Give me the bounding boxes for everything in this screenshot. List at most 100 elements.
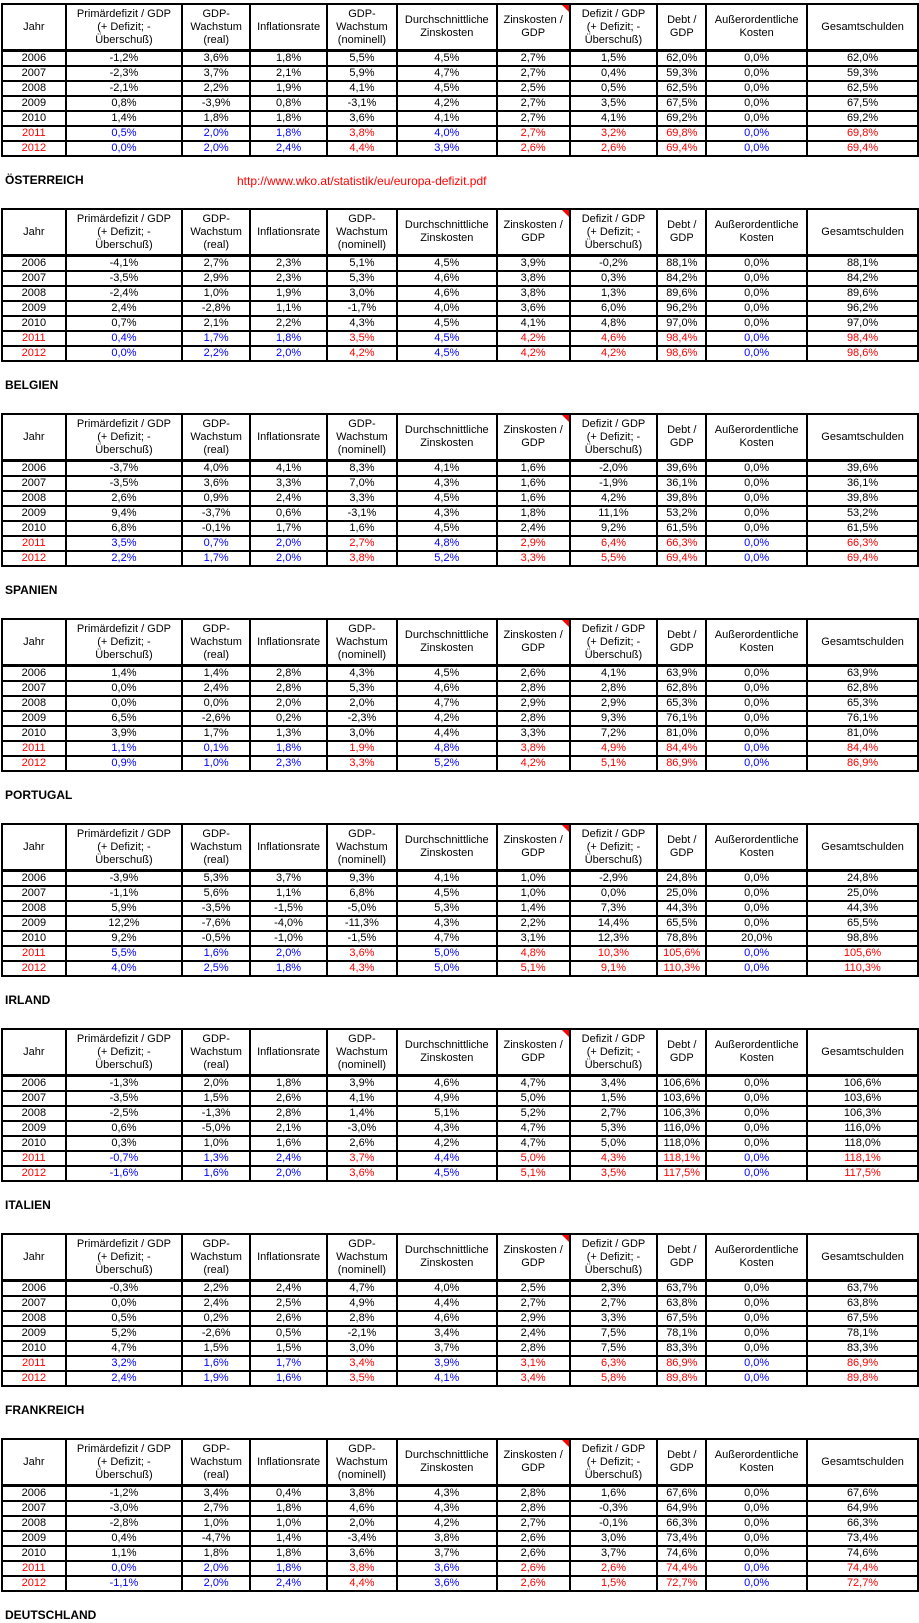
column-header-label: Jahr xyxy=(23,840,45,853)
value-cell-ausserordentliche-kosten: 0,0% xyxy=(705,1165,809,1182)
value-cell-zinskosten-gdp: 4,7% xyxy=(495,1120,571,1137)
source-url-link[interactable]: http://www.wko.at/statistik/eu/europa-de… xyxy=(237,174,487,188)
column-header-label: GDP- Wachstum (real) xyxy=(190,827,242,866)
value-cell-ausserordentliche-kosten: 0,0% xyxy=(705,1325,809,1342)
value-cell-gdp-wachstum-real: 0,9% xyxy=(181,490,252,507)
table-caption: IRLAND xyxy=(0,993,919,1008)
column-header-gesamtschulden: Gesamtschulden xyxy=(806,823,919,872)
column-header-label: GDP- Wachstum (nominell) xyxy=(336,1032,388,1071)
column-header-label: Primärdefizit / GDP (+ Defizit; - Übersc… xyxy=(76,1032,172,1071)
column-header-label: GDP- Wachstum (real) xyxy=(190,1032,242,1071)
column-header-label: Außerordentliche Kosten xyxy=(714,1039,799,1064)
column-header-defizit-gdp: Defizit / GDP (+ Defizit; - Überschuß) xyxy=(568,823,659,872)
value-cell-durchschnittliche-zinskosten: 4,6% xyxy=(395,1310,498,1327)
year-cell: 2009 xyxy=(1,710,67,727)
column-header-label: Primärdefizit / GDP (+ Defizit; - Übersc… xyxy=(76,212,172,251)
value-cell-durchschnittliche-zinskosten: 3,6% xyxy=(395,1575,498,1592)
comment-indicator-icon xyxy=(561,210,568,217)
table-row-2010: 2010 9,2% -0,5% -1,0% -1,5% 4,7% 3,1% 12,3% 78,8… xyxy=(1,930,919,947)
table-row-2009: 2009 0,4% -4,7% 1,4% -3,4% 3,8% 2,6% 3,0% 73,4% 0… xyxy=(1,1530,919,1547)
value-cell-inflationsrate: 2,3% xyxy=(249,270,329,287)
value-cell-ausserordentliche-kosten: 0,0% xyxy=(705,869,809,887)
column-header-zinskosten-gdp: Zinskosten / GDP xyxy=(495,618,571,667)
value-cell-primaerdefizit-gdp: -3,7% xyxy=(64,459,184,477)
value-cell-durchschnittliche-zinskosten: 4,5% xyxy=(395,80,498,97)
year-cell: 2011 xyxy=(1,1560,67,1577)
column-header-label: Durchschnittliche Zinskosten xyxy=(404,834,489,859)
value-cell-zinskosten-gdp: 3,4% xyxy=(495,1370,571,1387)
value-cell-defizit-gdp: 0,0% xyxy=(568,885,659,902)
value-cell-gdp-wachstum-nominell: -11,3% xyxy=(326,915,398,932)
value-cell-zinskosten-gdp: 2,7% xyxy=(495,95,571,112)
year-cell: 2010 xyxy=(1,520,67,537)
column-header-durchschnittliche-zinskosten: Durchschnittliche Zinskosten xyxy=(395,208,498,257)
country-label-oesterreich: ÖSTERREICH xyxy=(5,173,84,187)
value-cell-ausserordentliche-kosten: 0,0% xyxy=(705,125,809,142)
value-cell-inflationsrate: 2,3% xyxy=(249,755,329,772)
column-header-label: GDP- Wachstum (nominell) xyxy=(336,1442,388,1481)
column-header-label: GDP- Wachstum (nominell) xyxy=(336,417,388,456)
column-header-gesamtschulden: Gesamtschulden xyxy=(806,1028,919,1077)
value-cell-gesamtschulden: 63,8% xyxy=(806,1295,919,1312)
column-header-label: Zinskosten / GDP xyxy=(503,424,563,449)
value-cell-defizit-gdp: 3,5% xyxy=(568,1165,659,1182)
value-cell-inflationsrate: 2,1% xyxy=(249,65,329,82)
value-cell-gdp-wachstum-real: 1,0% xyxy=(181,1135,252,1152)
value-cell-primaerdefizit-gdp: -3,9% xyxy=(64,869,184,887)
value-cell-primaerdefizit-gdp: 4,0% xyxy=(64,960,184,977)
column-header-label: Außerordentliche Kosten xyxy=(714,629,799,654)
column-header-label: Primärdefizit / GDP (+ Defizit; - Übersc… xyxy=(76,417,172,456)
value-cell-inflationsrate: 1,7% xyxy=(249,520,329,537)
value-cell-defizit-gdp: 5,3% xyxy=(568,1120,659,1137)
value-cell-zinskosten-gdp: 4,7% xyxy=(495,1074,571,1092)
value-cell-gesamtschulden: 69,4% xyxy=(806,550,919,567)
value-cell-primaerdefizit-gdp: 2,4% xyxy=(64,1370,184,1387)
value-cell-primaerdefizit-gdp: 0,0% xyxy=(64,140,184,157)
value-cell-zinskosten-gdp: 1,8% xyxy=(495,505,571,522)
column-header-inflationsrate: Inflationsrate xyxy=(249,208,329,257)
value-cell-defizit-gdp: 12,3% xyxy=(568,930,659,947)
column-header-ausserordentliche-kosten: Außerordentliche Kosten xyxy=(705,618,809,667)
value-cell-gdp-wachstum-real: 1,8% xyxy=(181,1545,252,1562)
year-cell: 2012 xyxy=(1,1575,67,1592)
value-cell-debt-gdp: 64,9% xyxy=(656,1500,708,1517)
year-cell: 2012 xyxy=(1,755,67,772)
value-cell-debt-gdp: 61,5% xyxy=(656,520,708,537)
value-cell-defizit-gdp: -0,3% xyxy=(568,1500,659,1517)
value-cell-primaerdefizit-gdp: -2,1% xyxy=(64,80,184,97)
column-header-label: Inflationsrate xyxy=(257,1455,321,1468)
column-header-gesamtschulden: Gesamtschulden xyxy=(806,3,919,52)
value-cell-inflationsrate: 2,0% xyxy=(249,535,329,552)
value-cell-inflationsrate: 1,8% xyxy=(249,960,328,977)
value-cell-gdp-wachstum-nominell: 5,5% xyxy=(326,49,398,67)
value-cell-durchschnittliche-zinskosten: 4,4% xyxy=(395,1150,498,1167)
header-row: Jahr Primärdefizit / GDP (+ Defizit; - Üb… xyxy=(1,823,919,872)
value-cell-ausserordentliche-kosten: 0,0% xyxy=(705,1295,809,1312)
column-header-gdp-wachstum-nominell: GDP- Wachstum (nominell) xyxy=(326,1438,398,1487)
header-row: Jahr Primärdefizit / GDP (+ Defizit; - Üb… xyxy=(1,1233,919,1282)
value-cell-gesamtschulden: 63,7% xyxy=(806,1279,919,1297)
value-cell-debt-gdp: 63,9% xyxy=(656,664,708,682)
column-header-debt-gdp: Debt / GDP xyxy=(656,208,708,257)
value-cell-primaerdefizit-gdp: 0,8% xyxy=(64,95,184,112)
value-cell-gdp-wachstum-nominell: -2,3% xyxy=(326,710,398,727)
country-section-italien: Jahr Primärdefizit / GDP (+ Defizit; - Üb… xyxy=(0,1028,919,1213)
value-cell-defizit-gdp: 2,3% xyxy=(568,1279,659,1297)
value-cell-gdp-wachstum-real: 3,7% xyxy=(181,65,252,82)
value-cell-gdp-wachstum-real: 2,0% xyxy=(181,1575,252,1592)
value-cell-gesamtschulden: 89,8% xyxy=(806,1370,919,1387)
value-cell-zinskosten-gdp: 3,8% xyxy=(495,740,571,757)
year-cell: 2011 xyxy=(1,535,67,552)
value-cell-durchschnittliche-zinskosten: 5,2% xyxy=(395,755,498,772)
value-cell-ausserordentliche-kosten: 0,0% xyxy=(705,95,809,112)
value-cell-gesamtschulden: 97,0% xyxy=(806,315,919,332)
value-cell-ausserordentliche-kosten: 0,0% xyxy=(705,1105,809,1122)
column-header-label: Außerordentliche Kosten xyxy=(714,424,799,449)
value-cell-ausserordentliche-kosten: 0,0% xyxy=(705,1090,809,1107)
column-header-label: GDP- Wachstum (real) xyxy=(190,212,242,251)
table-row-2009: 2009 5,2% -2,6% 0,5% -2,1% 3,4% 2,4% 7,5% 78,1% 0… xyxy=(1,1325,919,1342)
country-label-irland: IRLAND xyxy=(5,993,51,1007)
value-cell-debt-gdp: 62,8% xyxy=(656,680,708,697)
table-caption: SPANIEN xyxy=(0,583,919,598)
value-cell-gdp-wachstum-nominell: 3,4% xyxy=(326,1355,398,1372)
